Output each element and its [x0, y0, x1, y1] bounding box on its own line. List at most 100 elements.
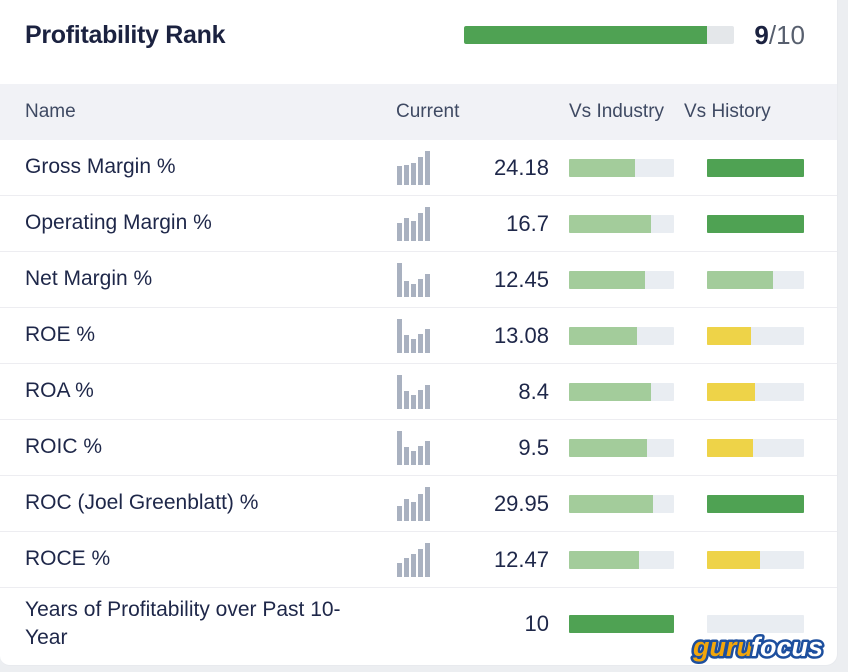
mini-histogram-icon: [397, 430, 433, 465]
metric-current-value: 8.4: [518, 378, 549, 404]
vs-industry-cell: [555, 550, 677, 569]
vs-history-cell: [677, 494, 837, 513]
metric-name[interactable]: Years of Profitability over Past 10-Year: [25, 598, 341, 650]
card-header: Profitability Rank 9/10: [0, 0, 837, 84]
table-header-row: Name Current Vs Industry Vs History: [0, 84, 837, 140]
metric-current-cell: 9.5: [379, 420, 555, 475]
table-row: Years of Profitability over Past 10-Year…: [0, 588, 837, 661]
mini-histogram-icon: [397, 318, 433, 353]
vs-industry-bar: [569, 615, 674, 634]
mini-histogram-icon: [397, 542, 433, 577]
rank-progress-fill: [464, 26, 708, 44]
vs-history-cell: [677, 214, 837, 233]
metric-current-value: 24.18: [493, 154, 549, 180]
table-row: Gross Margin % 24.18: [0, 140, 837, 196]
rank-score: 9/10: [754, 20, 805, 51]
vs-history-bar: [707, 550, 804, 569]
logo-text-guru: guru: [692, 632, 753, 662]
vs-history-bar: [707, 382, 804, 401]
vs-history-bar-fill: [707, 270, 773, 289]
vs-industry-bar: [569, 326, 674, 345]
metric-name[interactable]: ROA %: [25, 379, 94, 403]
rank-score-total: /10: [768, 19, 805, 50]
vs-industry-bar: [569, 270, 674, 289]
column-header-vs-history: Vs History: [684, 101, 771, 123]
vs-history-cell: [677, 438, 837, 457]
vs-history-cell: [677, 326, 837, 345]
vs-industry-cell: [555, 326, 677, 345]
metric-current-cell: 12.45: [379, 252, 555, 307]
vs-industry-cell: [555, 494, 677, 513]
vs-history-bar-fill: [707, 214, 804, 233]
metric-current-cell: 29.95: [379, 476, 555, 531]
vs-history-bar: [707, 326, 804, 345]
mini-histogram-icon: [397, 486, 433, 521]
vs-history-bar: [707, 270, 804, 289]
vs-industry-cell: [555, 382, 677, 401]
vs-industry-cell: [555, 158, 677, 177]
vs-industry-bar-fill: [569, 270, 645, 289]
vs-industry-bar-fill: [569, 326, 638, 345]
metric-current-value: 29.95: [493, 490, 549, 516]
table-row: Net Margin % 12.45: [0, 252, 837, 308]
metric-current-value: 13.08: [493, 322, 549, 348]
metric-name[interactable]: ROIC %: [25, 435, 103, 459]
vs-history-cell: [677, 550, 837, 569]
vs-history-cell: [677, 158, 837, 177]
metric-current-value: 16.7: [506, 210, 549, 236]
vs-industry-bar-fill: [569, 438, 647, 457]
vs-industry-bar: [569, 158, 674, 177]
metric-current-value: 10: [524, 611, 549, 637]
metric-name[interactable]: ROC (Joel Greenblatt) %: [25, 491, 259, 515]
page-title: Profitability Rank: [25, 20, 226, 49]
metric-current-cell: 10: [379, 588, 555, 661]
logo-text-focus: focus: [751, 632, 823, 662]
vs-history-bar-fill: [707, 550, 761, 569]
metric-name[interactable]: Gross Margin %: [25, 155, 176, 179]
vs-history-bar-fill: [707, 326, 751, 345]
vs-industry-cell: [555, 438, 677, 457]
metric-current-cell: 16.7: [379, 196, 555, 251]
vs-history-bar-fill: [707, 158, 804, 177]
table-row: Operating Margin % 16.7: [0, 196, 837, 252]
metric-current-cell: 24.18: [379, 140, 555, 195]
mini-histogram-icon: [397, 150, 433, 185]
rank-score-value: 9: [754, 19, 769, 50]
vs-industry-bar-fill: [569, 158, 636, 177]
metric-name[interactable]: Operating Margin %: [25, 211, 212, 235]
metric-current-cell: 13.08: [379, 308, 555, 363]
vs-industry-cell: [555, 615, 677, 634]
table-body: Gross Margin % 24.18 Operating Margin %: [0, 140, 837, 661]
mini-histogram-icon: [397, 206, 433, 241]
vs-industry-bar: [569, 214, 674, 233]
metric-current-value: 9.5: [518, 434, 549, 460]
vs-industry-bar-fill: [569, 550, 640, 569]
metric-name[interactable]: ROCE %: [25, 547, 111, 571]
metric-name[interactable]: ROE %: [25, 323, 96, 347]
table-row: ROCE % 12.47: [0, 532, 837, 588]
vs-industry-bar: [569, 494, 674, 513]
column-header-name: Name: [25, 101, 76, 122]
metric-current-cell: 12.47: [379, 532, 555, 587]
vs-industry-bar-fill: [569, 382, 651, 401]
vs-industry-bar: [569, 550, 674, 569]
vs-history-bar: [707, 158, 804, 177]
vs-industry-bar-fill: [569, 615, 674, 634]
table-row: ROIC % 9.5: [0, 420, 837, 476]
vs-history-bar: [707, 214, 804, 233]
vs-industry-cell: [555, 214, 677, 233]
profitability-rank-card: Profitability Rank 9/10 Name Current Vs …: [0, 0, 838, 666]
vs-industry-cell: [555, 270, 677, 289]
vs-history-bar-fill: [707, 382, 755, 401]
vs-industry-bar: [569, 382, 674, 401]
table-row: ROE % 13.08: [0, 308, 837, 364]
metric-current-cell: 8.4: [379, 364, 555, 419]
column-header-vs-industry: Vs Industry: [569, 101, 665, 123]
vs-industry-bar-fill: [569, 494, 653, 513]
vs-history-bar: [707, 494, 804, 513]
gurufocus-logo: guru focus: [690, 630, 826, 665]
vs-industry-bar-fill: [569, 214, 651, 233]
table-row: ROC (Joel Greenblatt) % 29.95: [0, 476, 837, 532]
vs-history-cell: [677, 382, 837, 401]
metric-name[interactable]: Net Margin %: [25, 267, 153, 291]
